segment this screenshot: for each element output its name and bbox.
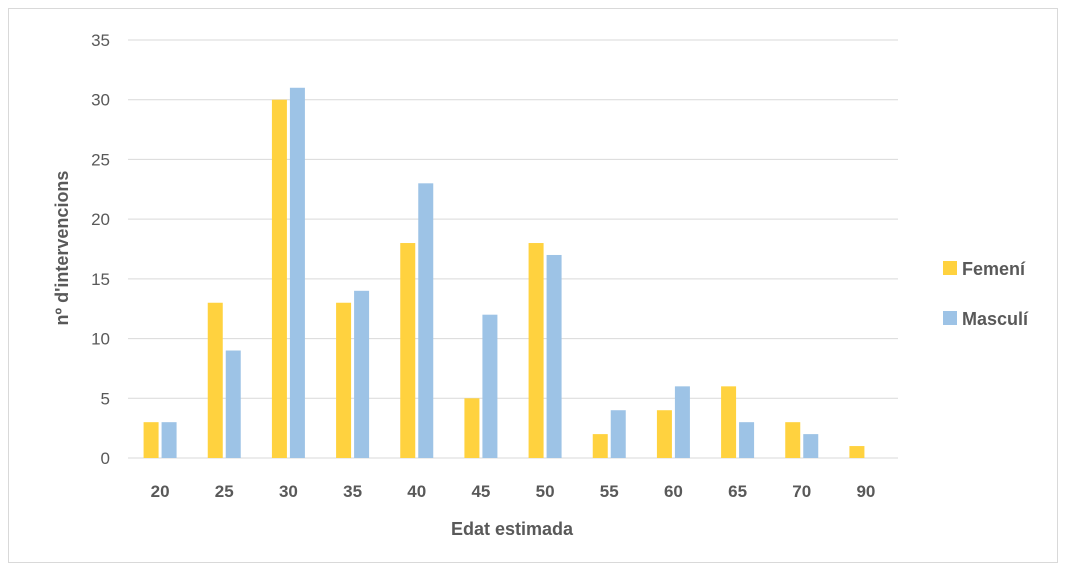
y-tick-label-15: 15 bbox=[91, 270, 110, 289]
bar-femeni-55 bbox=[592, 434, 608, 458]
legend-swatch-femeni bbox=[943, 261, 957, 275]
bar-femeni-35 bbox=[336, 302, 352, 458]
bar-femeni-30 bbox=[271, 99, 287, 458]
x-tick-label-65: 65 bbox=[728, 482, 747, 501]
x-axis-ticks: 20 25 30 35 40 45 50 55 60 65 70 90 bbox=[151, 482, 876, 501]
x-tick-label-50: 50 bbox=[536, 482, 555, 501]
bar-femeni-40 bbox=[400, 243, 416, 458]
legend: Femení Masculí bbox=[943, 259, 1029, 329]
bar-masculi-70 bbox=[803, 434, 819, 458]
bars bbox=[143, 87, 865, 459]
x-tick-label-30: 30 bbox=[279, 482, 298, 501]
bar-masculi-45 bbox=[482, 314, 498, 458]
bar-femeni-70 bbox=[785, 422, 801, 458]
y-axis-ticks: 0 5 10 15 20 25 30 35 bbox=[91, 31, 110, 468]
y-tick-label-30: 30 bbox=[91, 91, 110, 110]
bar-femeni-60 bbox=[656, 410, 672, 458]
bar-femeni-65 bbox=[721, 386, 737, 458]
x-tick-label-90: 90 bbox=[856, 482, 875, 501]
y-tick-label-25: 25 bbox=[91, 150, 110, 169]
bar-femeni-90 bbox=[849, 446, 865, 458]
legend-label-masculi: Masculí bbox=[962, 309, 1029, 329]
bar-femeni-25 bbox=[207, 302, 223, 458]
bar-masculi-60 bbox=[674, 386, 690, 458]
legend-swatch-masculi bbox=[943, 311, 957, 325]
bar-masculi-35 bbox=[354, 290, 370, 458]
bar-masculi-20 bbox=[161, 422, 177, 458]
x-tick-label-45: 45 bbox=[471, 482, 490, 501]
bar-masculi-55 bbox=[610, 410, 626, 458]
x-tick-label-20: 20 bbox=[151, 482, 170, 501]
y-tick-label-0: 0 bbox=[101, 449, 110, 468]
y-tick-label-20: 20 bbox=[91, 210, 110, 229]
gridlines bbox=[128, 39, 898, 459]
x-tick-label-60: 60 bbox=[664, 482, 683, 501]
x-tick-label-40: 40 bbox=[407, 482, 426, 501]
x-tick-label-55: 55 bbox=[600, 482, 619, 501]
bar-masculi-65 bbox=[739, 422, 755, 458]
y-tick-label-5: 5 bbox=[101, 389, 110, 408]
bar-femeni-20 bbox=[143, 422, 159, 458]
bar-masculi-50 bbox=[546, 254, 562, 458]
x-axis-title: Edat estimada bbox=[451, 519, 574, 539]
bar-masculi-40 bbox=[418, 183, 434, 459]
bar-femeni-45 bbox=[464, 398, 480, 458]
bar-femeni-50 bbox=[528, 243, 544, 458]
y-tick-label-10: 10 bbox=[91, 330, 110, 349]
x-tick-label-70: 70 bbox=[792, 482, 811, 501]
legend-label-femeni: Femení bbox=[962, 259, 1026, 279]
x-tick-label-35: 35 bbox=[343, 482, 362, 501]
y-tick-label-35: 35 bbox=[91, 31, 110, 50]
bar-masculi-25 bbox=[225, 350, 241, 458]
x-tick-label-25: 25 bbox=[215, 482, 234, 501]
bar-masculi-30 bbox=[289, 87, 305, 459]
y-axis-title: nº d'intervencions bbox=[52, 171, 72, 326]
